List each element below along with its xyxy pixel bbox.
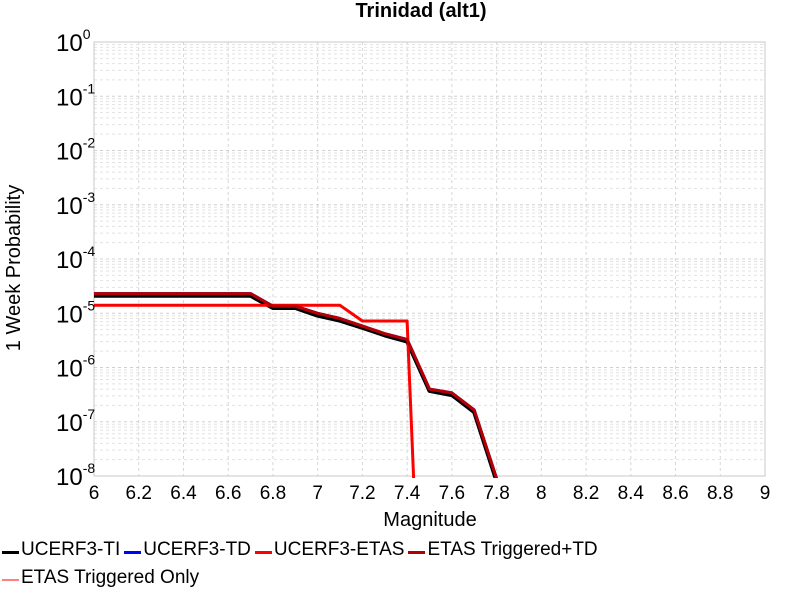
legend-label-etas-triggered-td: ETAS Triggered+TD (427, 539, 598, 560)
series-line-ucerf3-ti (94, 293, 498, 478)
y-tick-label: 10-7 (56, 406, 95, 437)
legend-item-ucerf3-td: UCERF3-TD (122, 539, 251, 561)
x-tick-label: 6 (89, 483, 100, 504)
y-tick-label: 10-5 (56, 297, 95, 328)
legend-row: ETAS Triggered Only (0, 564, 800, 592)
series-group (94, 292, 499, 478)
legend-row: UCERF3-TI UCERF3-TD UCERF3-ETAS ETAS Tri… (0, 536, 800, 564)
legend-swatch-ucerf3-etas (254, 550, 272, 554)
legend-swatch-etas-triggered-td (408, 550, 426, 554)
y-tick-label: 10-3 (56, 189, 95, 220)
y-tick-label: 10-6 (56, 352, 95, 383)
legend-swatch-ucerf3-td (124, 550, 142, 554)
plot-frame (93, 41, 766, 477)
x-tick-labels: 6 6.2 6.4 6.6 6.8 7 7.2 7.4 7.6 7.8 8 8.2 8.4 8.6 8.8 9 (89, 483, 771, 504)
series-line-etas-triggered-td (94, 292, 499, 478)
x-tick-label: 6.2 (126, 483, 152, 504)
x-tick-label: 8 (536, 483, 547, 504)
y-axis-label: 1 Week Probability (3, 185, 25, 351)
y-tick-exponent: -1 (83, 80, 96, 96)
y-tick-exponent: -6 (83, 352, 96, 368)
legend-item-etas-triggered-td: ETAS Triggered+TD (406, 539, 598, 561)
series-layer (94, 292, 499, 478)
x-tick-label: 7.8 (483, 483, 509, 504)
legend-swatch-ucerf3-ti (2, 550, 19, 554)
legend-label-ucerf3-ti: UCERF3-TI (21, 539, 121, 560)
x-tick-label: 6.6 (215, 483, 241, 504)
y-tick-label: 10-2 (56, 135, 95, 166)
x-tick-label: 8.6 (662, 483, 688, 504)
x-tick-label: 7.6 (439, 483, 465, 504)
y-tick-exponent: -8 (83, 460, 96, 476)
y-tick-exponent: -3 (83, 189, 96, 205)
y-tick-exponent: -7 (83, 406, 96, 422)
x-tick-label: 8.2 (573, 483, 599, 504)
chart-title: Trinidad (alt1) (355, 0, 486, 22)
series-line-ucerf3-etas (94, 303, 416, 478)
x-tick-label: 6.4 (170, 483, 197, 504)
y-tick-exponent: -2 (83, 135, 96, 151)
y-tick-label: 10-1 (56, 80, 95, 111)
x-tick-label: 6.8 (260, 483, 286, 504)
legend: UCERF3-TI UCERF3-TD UCERF3-ETAS ETAS Tri… (0, 536, 800, 592)
legend-label-etas-triggered-only: ETAS Triggered Only (21, 567, 200, 588)
x-tick-label: 8.4 (618, 483, 645, 504)
x-tick-label: 7 (312, 483, 323, 504)
y-tick-exponent: -5 (83, 297, 96, 313)
x-tick-label: 9 (760, 483, 771, 504)
y-tick-label: 100 (56, 26, 91, 57)
legend-swatch-etas-triggered-only (2, 579, 19, 581)
x-tick-label: 8.8 (707, 483, 733, 504)
legend-label-ucerf3-td: UCERF3-TD (143, 539, 251, 560)
legend-label-ucerf3-etas: UCERF3-ETAS (273, 539, 405, 560)
x-axis-label: Magnitude (383, 509, 476, 531)
legend-item-etas-triggered-only: ETAS Triggered Only (0, 567, 199, 589)
y-tick-exponent: 0 (83, 26, 91, 42)
x-tick-label: 7.2 (349, 483, 375, 504)
legend-item-ucerf3-etas: UCERF3-ETAS (253, 539, 405, 561)
grid-layer (93, 42, 766, 477)
y-tick-label: 10-4 (56, 243, 95, 274)
legend-item-ucerf3-ti: UCERF3-TI (0, 539, 120, 561)
y-tick-exponent: -4 (83, 243, 96, 259)
x-tick-label: 7.4 (394, 483, 421, 504)
